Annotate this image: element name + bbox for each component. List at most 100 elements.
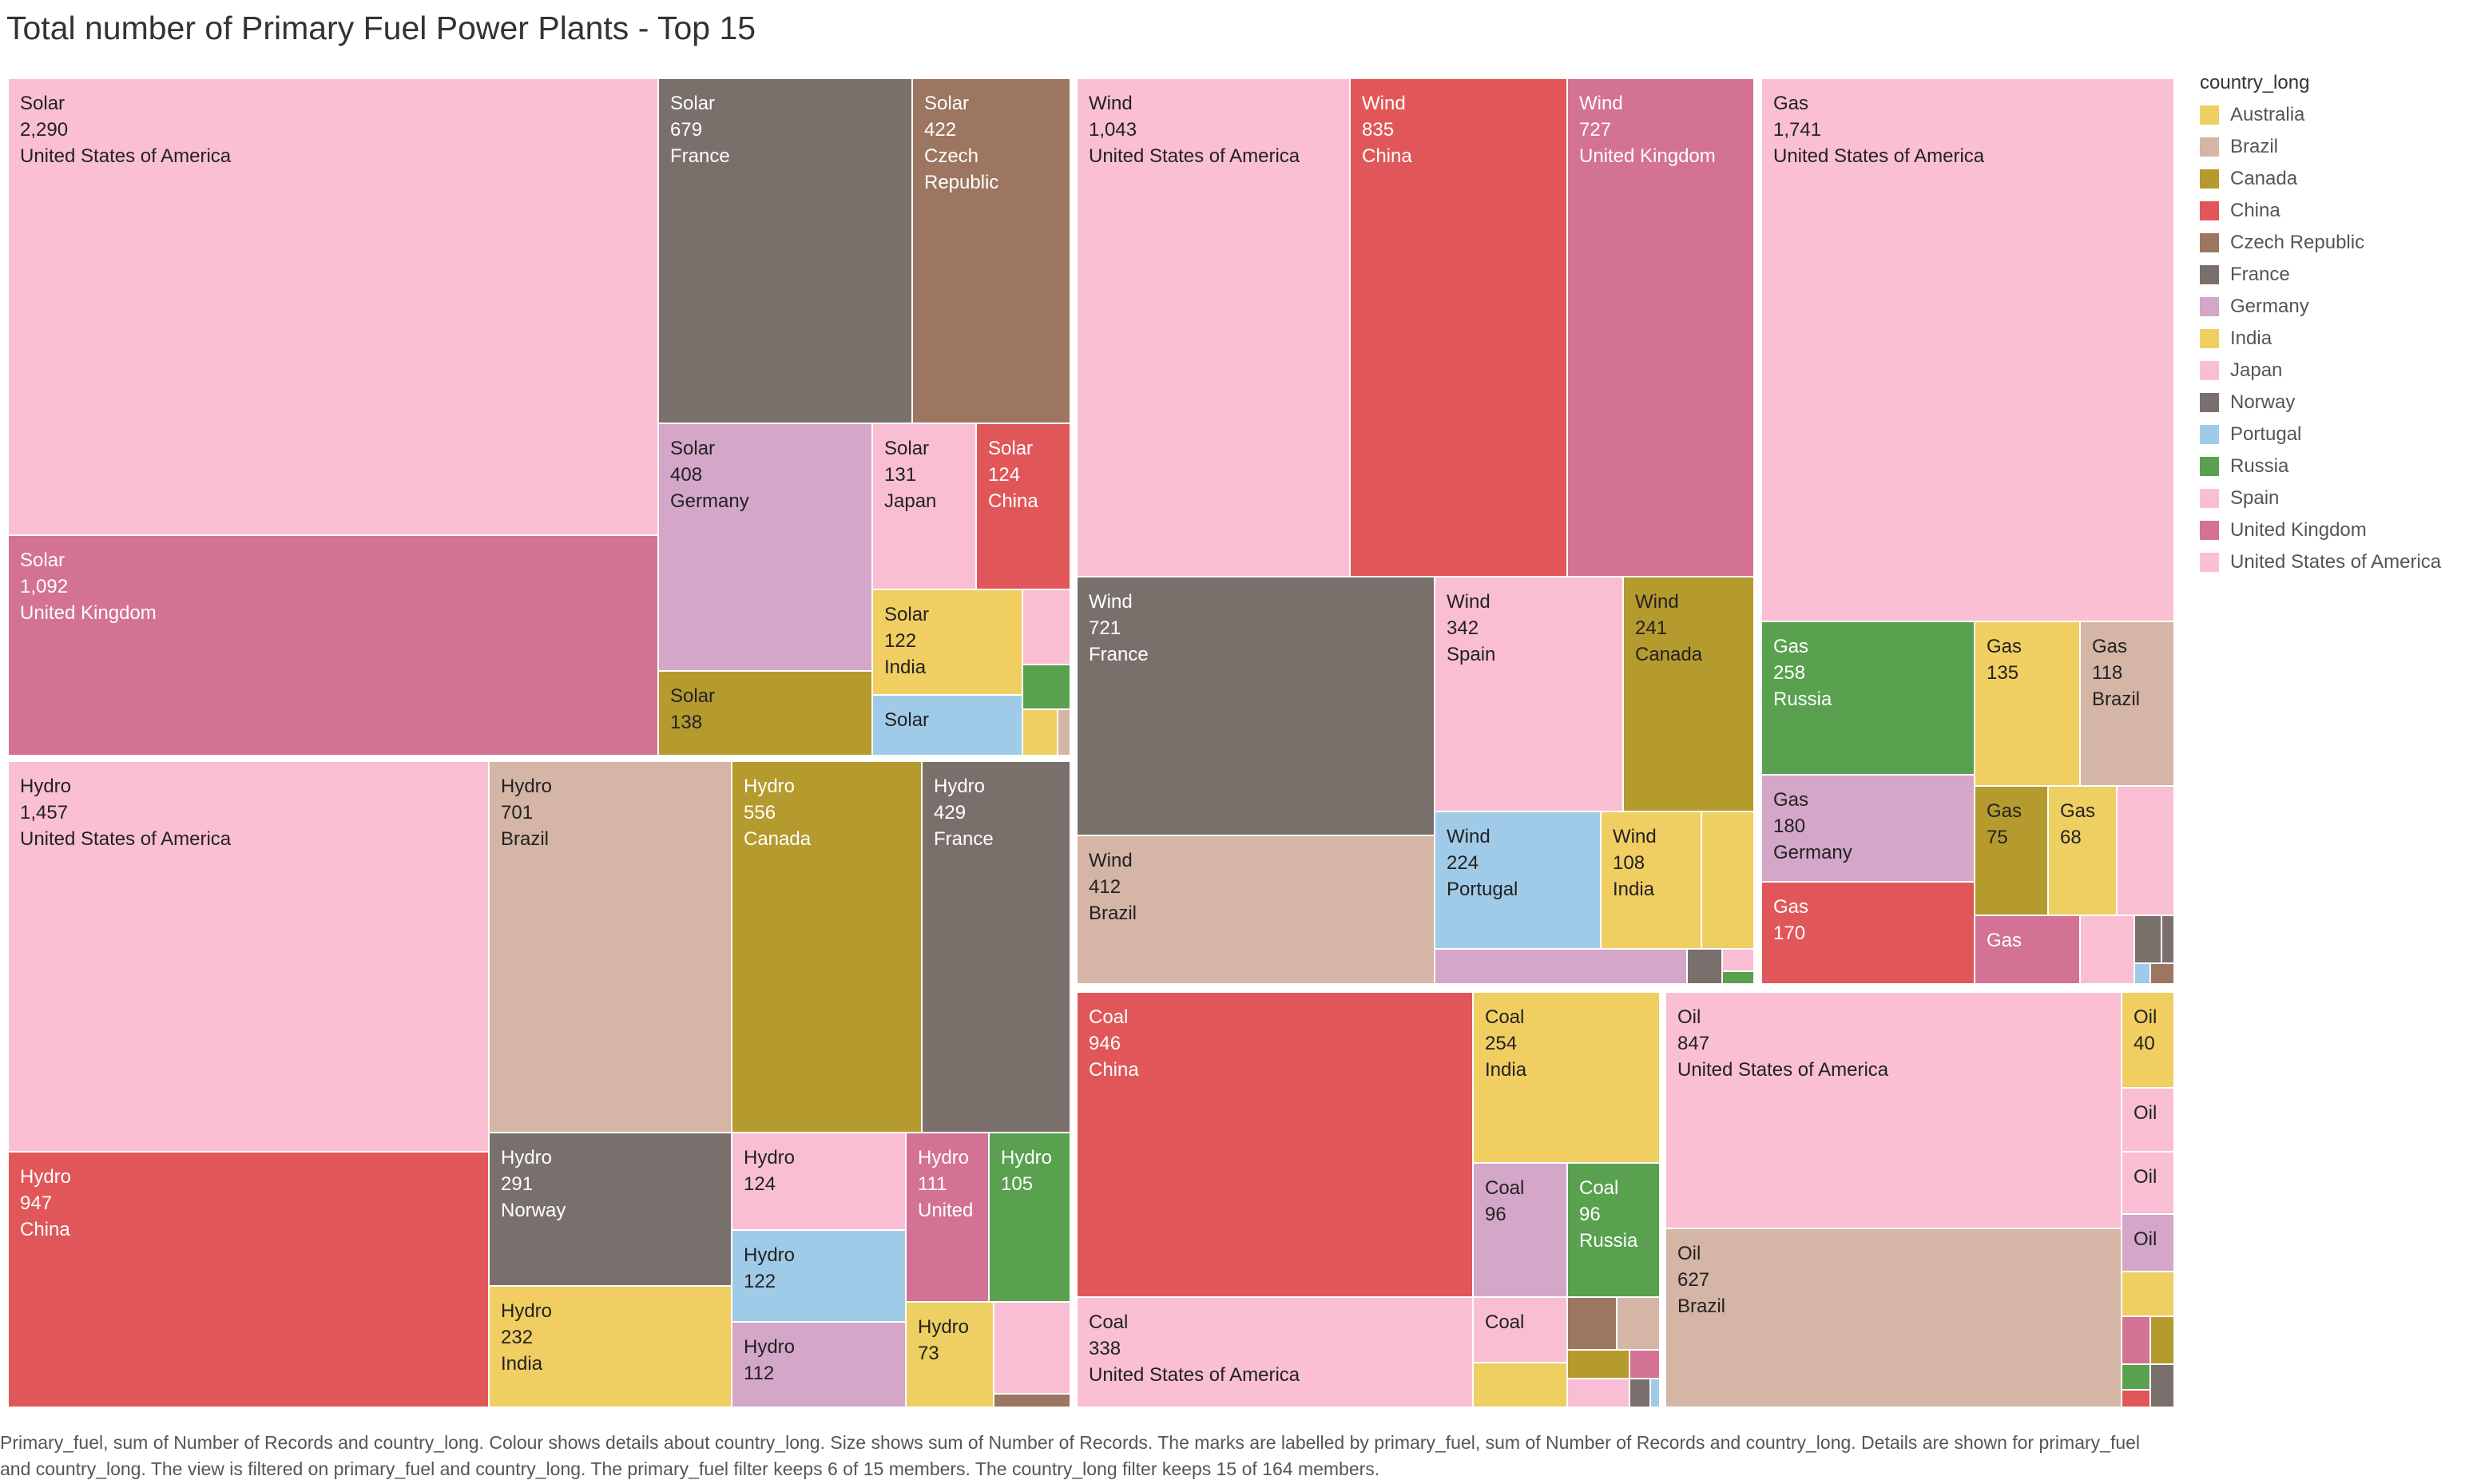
treemap-tile[interactable]: Oil (2122, 1214, 2174, 1272)
legend-item[interactable]: Germany (2200, 291, 2441, 323)
treemap-tile[interactable]: Wind 342 Spain (1435, 577, 1623, 811)
treemap-tile[interactable]: Solar 422 Czech Republic (912, 78, 1070, 423)
treemap-tile[interactable] (1022, 665, 1070, 709)
treemap-tile[interactable] (2122, 1390, 2150, 1407)
treemap-tile[interactable] (1629, 1379, 1650, 1407)
treemap-tile[interactable]: Oil (2122, 1088, 2174, 1152)
treemap-tile[interactable]: Coal 96 (1473, 1163, 1567, 1297)
treemap-tile[interactable]: Wind 721 France (1077, 577, 1435, 835)
treemap-tile[interactable] (994, 1302, 1070, 1394)
treemap-tile[interactable] (994, 1394, 1070, 1407)
treemap-tile[interactable]: Wind 727 United Kingdom (1567, 78, 1754, 577)
treemap-tile[interactable]: Solar 679 France (658, 78, 912, 423)
treemap-tile[interactable]: Gas 180 Germany (1761, 775, 1975, 882)
treemap-tile[interactable]: Hydro 1,457 United States of America (8, 761, 489, 1152)
treemap-tile[interactable]: Oil 847 United States of America (1665, 992, 2122, 1228)
treemap-tile[interactable] (1617, 1297, 1660, 1350)
legend-item[interactable]: Portugal (2200, 419, 2441, 450)
legend-item[interactable]: France (2200, 259, 2441, 291)
treemap-tile[interactable]: Wind 108 India (1601, 811, 1701, 949)
treemap-tile[interactable]: Coal 338 United States of America (1077, 1297, 1473, 1407)
treemap-tile[interactable] (2150, 1316, 2174, 1364)
treemap-tile[interactable] (1701, 811, 1754, 949)
legend-item[interactable]: Brazil (2200, 131, 2441, 163)
treemap-tile[interactable] (2122, 1316, 2150, 1364)
treemap-tile[interactable] (1435, 949, 1687, 984)
treemap-tile[interactable]: Hydro 112 (732, 1322, 906, 1407)
treemap-tile[interactable]: Solar 122 India (872, 589, 1022, 695)
treemap-tile[interactable]: Oil 40 (2122, 992, 2174, 1088)
treemap-tile[interactable]: Solar 408 Germany (658, 423, 872, 671)
treemap-tile[interactable]: Gas 118 Brazil (2080, 621, 2174, 786)
treemap-tile[interactable] (2080, 915, 2134, 984)
treemap-tile[interactable] (1567, 1297, 1617, 1350)
treemap-tile[interactable]: Oil (2122, 1152, 2174, 1214)
treemap-tile[interactable]: Wind 224 Portugal (1435, 811, 1601, 949)
treemap-tile[interactable]: Solar 138 (658, 671, 872, 756)
legend-item[interactable]: Canada (2200, 163, 2441, 195)
legend-item[interactable]: Czech Republic (2200, 227, 2441, 259)
treemap-tile[interactable]: Gas 75 (1975, 786, 2048, 915)
legend-item[interactable]: Australia (2200, 99, 2441, 131)
treemap-tile[interactable] (1650, 1379, 1660, 1407)
treemap-tile[interactable] (2161, 915, 2174, 963)
treemap-tile[interactable]: Gas 1,741 United States of America (1761, 78, 2174, 621)
treemap-tile[interactable] (1687, 949, 1722, 984)
treemap-tile[interactable] (1722, 971, 1754, 984)
treemap-tile[interactable]: Coal (1473, 1297, 1567, 1363)
treemap-tile[interactable]: Hydro 122 (732, 1230, 906, 1322)
treemap-tile[interactable]: Oil 627 Brazil (1665, 1228, 2122, 1407)
treemap-tile[interactable] (1473, 1363, 1567, 1407)
treemap-tile[interactable] (2117, 786, 2174, 915)
treemap-tile[interactable]: Gas (1975, 915, 2080, 984)
treemap-tile[interactable]: Wind 1,043 United States of America (1077, 78, 1350, 577)
treemap-tile[interactable]: Wind 412 Brazil (1077, 835, 1435, 984)
treemap-tile[interactable] (1722, 949, 1754, 971)
treemap-tile[interactable]: Gas 68 (2048, 786, 2117, 915)
legend-item[interactable]: Russia (2200, 450, 2441, 482)
legend-item[interactable]: United Kingdom (2200, 514, 2441, 546)
tile-label-line: Gas (1987, 930, 2022, 951)
treemap-tile[interactable]: Hydro 429 France (922, 761, 1070, 1133)
treemap-tile[interactable] (1567, 1379, 1629, 1407)
treemap-tile[interactable]: Solar 2,290 United States of America (8, 78, 658, 535)
treemap-tile[interactable] (1629, 1350, 1660, 1379)
treemap-tile[interactable] (2150, 1364, 2174, 1407)
treemap-tile[interactable]: Hydro 291 Norway (489, 1133, 732, 1286)
treemap-tile[interactable]: Hydro 701 Brazil (489, 761, 732, 1133)
legend-item[interactable]: India (2200, 323, 2441, 355)
treemap-tile[interactable]: Solar 124 China (976, 423, 1070, 589)
treemap-tile[interactable]: Hydro 73 (906, 1302, 994, 1407)
legend-item[interactable]: Norway (2200, 387, 2441, 419)
treemap-tile[interactable] (1022, 589, 1070, 665)
treemap-tile[interactable] (1022, 709, 1058, 756)
treemap-tile[interactable]: Solar 1,092 United Kingdom (8, 535, 658, 756)
treemap-tile[interactable]: Hydro 556 Canada (732, 761, 922, 1133)
treemap-tile[interactable]: Coal 254 India (1473, 992, 1660, 1163)
treemap-tile[interactable]: Hydro 105 (989, 1133, 1070, 1302)
treemap-tile[interactable] (1058, 709, 1070, 756)
treemap-tile[interactable]: Coal 96 Russia (1567, 1163, 1660, 1297)
treemap-tile[interactable] (2122, 1364, 2150, 1390)
treemap-tile[interactable]: Hydro 947 China (8, 1152, 489, 1407)
treemap-tile[interactable]: Wind 241 Canada (1623, 577, 1754, 811)
treemap-tile[interactable]: Hydro 124 (732, 1133, 906, 1230)
legend-item[interactable]: United States of America (2200, 546, 2441, 578)
treemap-tile[interactable] (2134, 915, 2161, 963)
treemap-tile[interactable]: Gas 135 (1975, 621, 2080, 786)
legend-item[interactable]: Japan (2200, 355, 2441, 387)
treemap-tile[interactable]: Hydro 111 United (906, 1133, 989, 1302)
treemap-tile[interactable] (1567, 1350, 1629, 1379)
treemap-tile[interactable]: Gas 170 (1761, 882, 1975, 984)
treemap-tile[interactable] (2134, 963, 2150, 984)
treemap-tile[interactable]: Hydro 232 India (489, 1286, 732, 1407)
treemap-tile[interactable]: Coal 946 China (1077, 992, 1473, 1297)
treemap-tile[interactable]: Solar (872, 695, 1022, 756)
treemap-tile[interactable]: Wind 835 China (1350, 78, 1567, 577)
legend-item[interactable]: China (2200, 195, 2441, 227)
treemap-tile[interactable] (2150, 963, 2174, 984)
treemap-tile[interactable] (2122, 1272, 2174, 1316)
treemap-tile[interactable]: Gas 258 Russia (1761, 621, 1975, 775)
legend-item[interactable]: Spain (2200, 482, 2441, 514)
treemap-tile[interactable]: Solar 131 Japan (872, 423, 976, 589)
